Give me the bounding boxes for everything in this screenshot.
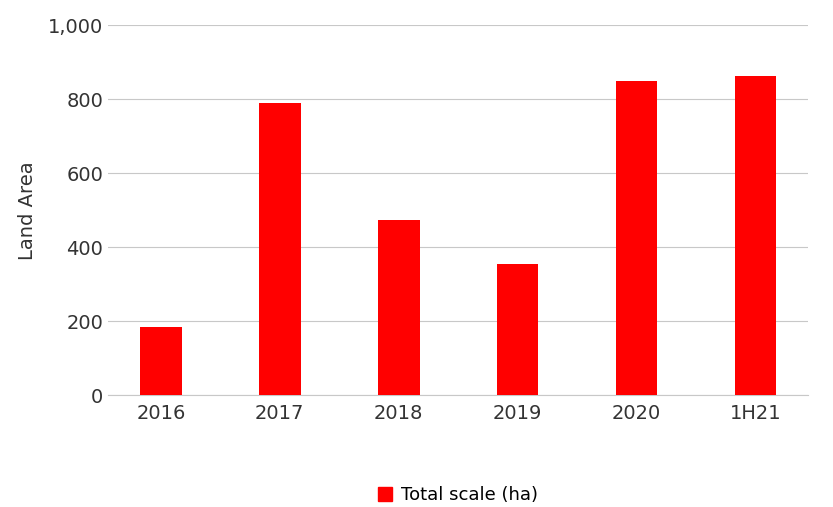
Bar xyxy=(140,327,182,395)
Bar xyxy=(735,77,776,395)
Bar xyxy=(259,103,301,395)
Y-axis label: Land Area: Land Area xyxy=(18,161,37,260)
Bar xyxy=(616,81,657,395)
Bar xyxy=(378,220,420,395)
Legend: Total scale (ha): Total scale (ha) xyxy=(378,486,538,504)
Bar xyxy=(496,264,538,395)
